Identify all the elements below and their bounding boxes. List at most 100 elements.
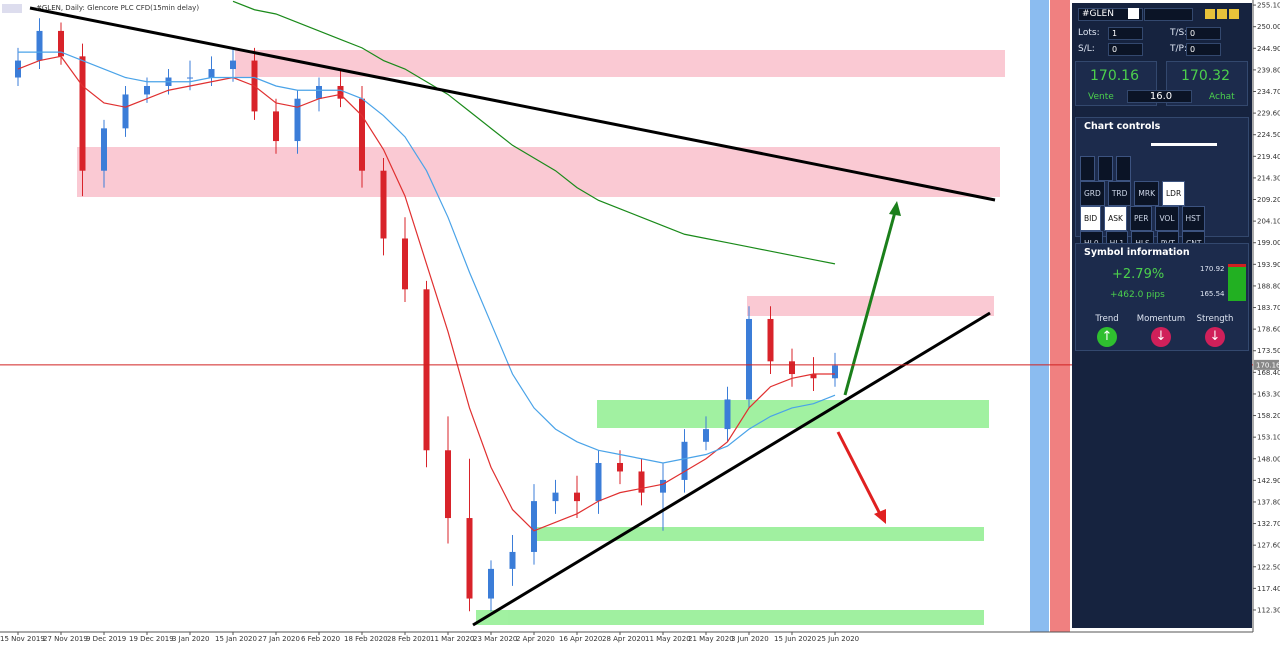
resistance-zone (77, 147, 1000, 197)
symbol-select[interactable]: #GLEN (1078, 8, 1143, 21)
icon[interactable] (1205, 9, 1215, 19)
control-button[interactable]: ASK (1104, 206, 1127, 231)
candle-body (337, 85, 344, 99)
candle-body (36, 30, 43, 61)
buy-price: 170.32 (1181, 68, 1230, 84)
x-tick-label: 2 Apr 2020 (516, 635, 555, 643)
control-button[interactable]: PER (1129, 206, 1153, 231)
control-button[interactable]: BID (1080, 206, 1102, 231)
x-tick-label: 16 Apr 2020 (559, 635, 602, 643)
candle-body (445, 450, 451, 519)
icon[interactable] (1229, 9, 1239, 19)
x-tick-label: 28 Apr 2020 (602, 635, 645, 643)
moving-average (18, 51, 836, 464)
window-icon[interactable] (2, 4, 22, 13)
chart-controls: Chart controls GRD TRD MRK LDR BID ASK PER VOL H… (1075, 117, 1249, 281)
icon[interactable] (1217, 9, 1227, 19)
symbol-info: Symbol information +2.79% +462.0 pips 17… (1075, 243, 1249, 351)
y-tick-label: 255.10 (1257, 2, 1280, 10)
icon-button[interactable] (1080, 156, 1096, 181)
candle-body (746, 318, 752, 400)
y-tick-label: 214.30 (1257, 174, 1280, 182)
sl-input[interactable]: 0 (1108, 43, 1143, 56)
control-button[interactable]: VOL (1155, 206, 1179, 231)
tp-input[interactable]: 0 (1186, 43, 1221, 56)
candle-body (101, 128, 107, 171)
chart-title: #GLEN, Daily: Glencore PLC CFD(15min del… (36, 4, 199, 12)
y-tick-label: 239.80 (1257, 66, 1280, 74)
candle-body (58, 30, 64, 57)
y-tick-label: 224.50 (1257, 131, 1280, 139)
lots-input[interactable]: 1 (1108, 27, 1143, 40)
ts-input[interactable]: 0 (1186, 27, 1221, 40)
x-tick-label: 18 Feb 2020 (344, 635, 388, 643)
x-tick-label: 27 Nov 2019 (43, 635, 88, 643)
candle-body (617, 462, 623, 472)
y-tick-label: 209.20 (1257, 196, 1280, 204)
x-tick-label: 25 Jun 2020 (817, 635, 859, 643)
icon-button[interactable] (1116, 156, 1132, 181)
candle-body (574, 492, 580, 502)
indicator: Trend ↑ (1082, 314, 1132, 350)
spread: 16.0 (1127, 90, 1192, 103)
button-row (1080, 156, 1208, 181)
candle-body (294, 98, 301, 142)
x-tick-label: 19 Dec 2019 (129, 635, 174, 643)
control-button[interactable]: HST (1181, 206, 1205, 231)
slider[interactable] (1151, 143, 1217, 146)
candle-body (832, 365, 838, 379)
y-tick-label: 117.40 (1257, 585, 1280, 593)
sell-price: 170.16 (1090, 68, 1139, 84)
y-tick-label: 178.60 (1257, 326, 1280, 334)
candle-body (810, 374, 817, 379)
change: +2.79% (1112, 267, 1165, 282)
candle-body (423, 289, 430, 451)
x-tick-label: 21 May 2020 (688, 635, 734, 643)
y-tick-label: 183.70 (1257, 304, 1280, 312)
y-tick-label: 137.80 (1257, 498, 1280, 506)
candle-body (509, 551, 516, 569)
range-low: 165.54 (1200, 290, 1225, 298)
current-price-label: 170.16 (1256, 361, 1280, 369)
bear-arrow-head (874, 509, 886, 524)
y-tick-label: 204.10 (1257, 218, 1280, 226)
dropdown[interactable] (1128, 8, 1139, 19)
y-tick-label: 142.90 (1257, 477, 1280, 485)
control-button[interactable]: TRD (1107, 181, 1132, 206)
control-button[interactable]: GRD (1080, 181, 1105, 206)
y-tick-label: 229.60 (1257, 110, 1280, 118)
red-stripe (1050, 0, 1070, 632)
candle-body (122, 94, 129, 129)
support-zone (597, 400, 989, 428)
bull-arrow-head (889, 201, 901, 216)
indicator: Strength ↓ (1190, 314, 1240, 350)
candle-body (273, 111, 279, 142)
search[interactable] (1144, 8, 1193, 21)
x-tick-label: 6 Feb 2020 (301, 635, 340, 643)
y-tick-label: 163.30 (1257, 390, 1280, 398)
y-tick-label: 132.70 (1257, 520, 1280, 528)
candle-body (79, 56, 86, 171)
candle-body (380, 170, 387, 239)
y-tick-label: 219.40 (1257, 153, 1280, 161)
candle-body (767, 318, 774, 362)
indicator-label: Strength (1196, 314, 1234, 324)
indicator-label: Momentum (1136, 314, 1186, 324)
x-tick-label: 15 Nov 2019 (0, 635, 45, 643)
control-button[interactable]: MRK (1134, 181, 1159, 206)
candle-body (681, 441, 688, 480)
indicator: Momentum ↓ (1136, 314, 1186, 350)
moving-average (232, 0, 836, 265)
label: Lots: (1078, 28, 1100, 38)
sell-label: Vente (1088, 92, 1114, 102)
moving-average (17, 55, 835, 532)
pips: +462.0 pips (1110, 290, 1165, 300)
support-zone (533, 527, 984, 541)
icon-button[interactable] (1098, 156, 1114, 181)
control-button[interactable]: LDR (1162, 181, 1186, 206)
candle-body (230, 60, 236, 70)
candle-body (187, 77, 193, 79)
candle-body (531, 501, 537, 552)
